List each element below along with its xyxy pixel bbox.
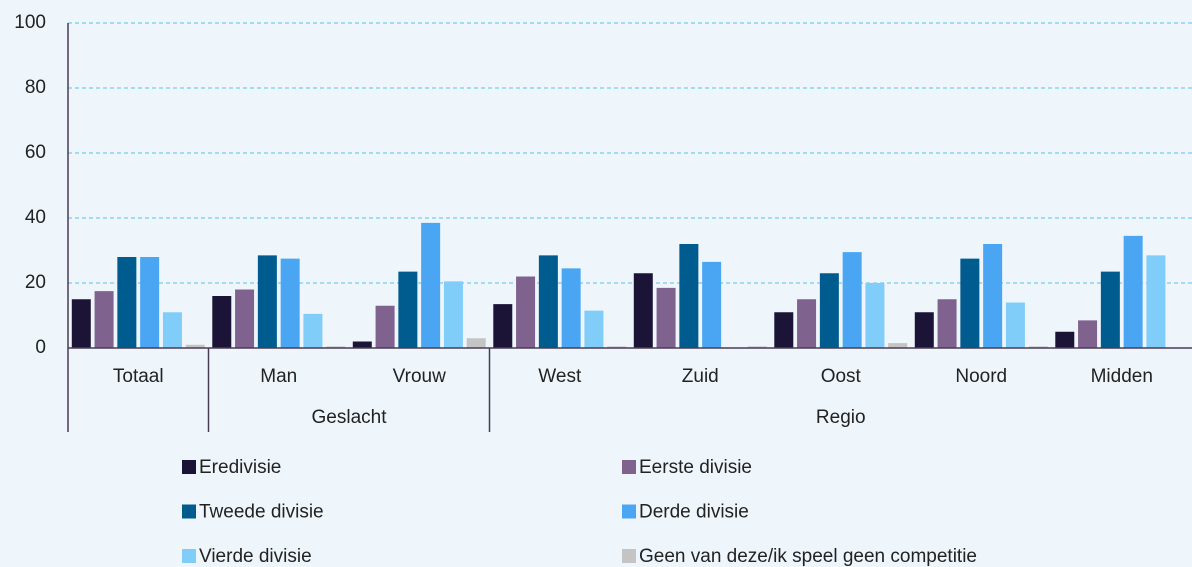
legend-swatch	[622, 549, 636, 563]
bar	[797, 299, 817, 348]
x-tick-label: Noord	[955, 366, 1007, 387]
bar	[1005, 302, 1025, 348]
bar	[747, 346, 767, 348]
bar	[1055, 331, 1075, 348]
x-tick-label: Midden	[1091, 366, 1153, 387]
legend-label: Eredivisie	[199, 457, 281, 478]
bar	[1028, 346, 1048, 348]
bar	[326, 346, 346, 348]
bar	[679, 244, 699, 348]
bar	[584, 310, 604, 348]
bar	[375, 305, 395, 348]
bar	[888, 343, 908, 348]
bar	[1100, 271, 1120, 348]
bar	[185, 344, 205, 348]
bar	[960, 258, 980, 348]
legend-swatch	[622, 504, 636, 519]
bar	[983, 244, 1003, 348]
bar	[538, 255, 558, 348]
bar	[257, 255, 277, 348]
bar	[937, 299, 957, 348]
bar	[1123, 235, 1143, 348]
bar	[466, 338, 486, 348]
bar	[914, 312, 934, 348]
bar	[774, 312, 794, 348]
y-tick-label: 0	[35, 337, 46, 358]
bar	[865, 283, 885, 348]
bar	[94, 291, 114, 348]
bar	[398, 271, 418, 348]
bar	[1146, 255, 1166, 348]
bar	[117, 257, 137, 348]
bar	[235, 289, 255, 348]
legend-label: Geen van deze/ik speel geen competitie	[639, 546, 977, 567]
legend-label: Vierde divisie	[199, 546, 312, 567]
y-tick-label: 20	[25, 272, 46, 293]
legend-swatch	[182, 504, 196, 519]
legend-label: Eerste divisie	[639, 457, 752, 478]
y-tick-label: 40	[25, 207, 46, 228]
group-label: Geslacht	[312, 407, 388, 428]
x-tick-label: Totaal	[113, 366, 164, 387]
x-tick-label: Vrouw	[393, 366, 446, 387]
bar	[493, 304, 513, 348]
bar	[280, 258, 300, 348]
x-tick-label: Oost	[821, 366, 862, 387]
bar	[162, 312, 182, 348]
bar	[607, 346, 627, 348]
group-label: Regio	[816, 407, 866, 428]
bar	[443, 281, 463, 348]
legend-swatch	[622, 460, 636, 474]
bar	[516, 276, 536, 348]
x-tick-label: West	[538, 366, 582, 387]
bar	[842, 252, 862, 348]
bar	[140, 257, 160, 348]
y-tick-label: 100	[14, 12, 46, 33]
legend-swatch	[182, 549, 196, 563]
bar	[819, 273, 839, 348]
bar	[421, 222, 441, 348]
legend-swatch	[182, 460, 196, 474]
y-tick-label: 80	[25, 77, 46, 98]
legend-label: Derde divisie	[639, 502, 749, 523]
x-tick-label: Man	[260, 366, 297, 387]
bar	[702, 261, 722, 348]
bar	[656, 287, 676, 348]
bar	[561, 268, 581, 348]
x-tick-label: Zuid	[682, 366, 719, 387]
legend-label: Tweede divisie	[199, 502, 324, 523]
bar	[633, 273, 653, 348]
bar	[71, 299, 91, 348]
y-tick-label: 60	[25, 142, 46, 163]
bar	[1078, 320, 1098, 348]
bar	[352, 341, 372, 348]
bar	[303, 313, 323, 348]
bar	[212, 296, 232, 348]
